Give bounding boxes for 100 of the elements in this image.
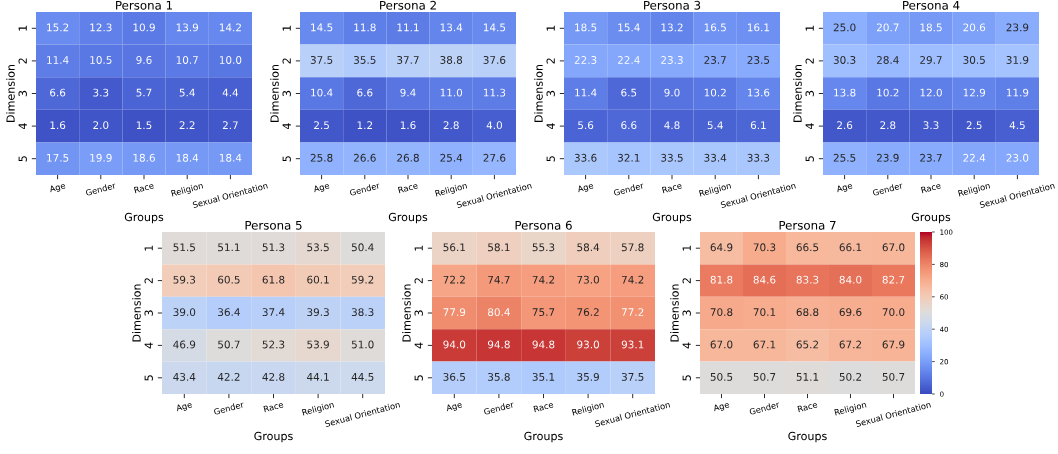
x-tick-label: Age xyxy=(312,182,330,194)
data-label: 2.7 xyxy=(222,121,238,129)
data-label: 20.7 xyxy=(876,23,899,32)
y-tick-label: 2 xyxy=(805,58,814,64)
data-label: 25.8 xyxy=(310,153,333,162)
data-label: 19.9 xyxy=(90,153,112,162)
data-label: 94.8 xyxy=(487,340,510,349)
data-label: 30.5 xyxy=(963,56,985,64)
y-tick-label: 5 xyxy=(144,375,153,381)
x-tick-label: Race xyxy=(533,401,554,413)
data-label: 64.9 xyxy=(710,243,733,252)
data-label: 46.9 xyxy=(173,340,196,349)
chart-title: Persona 4 xyxy=(903,0,960,10)
data-label: 23.9 xyxy=(876,153,899,162)
data-label: 44.5 xyxy=(351,373,374,381)
data-label: 5.7 xyxy=(136,88,152,97)
x-axis-title: Groups xyxy=(524,431,563,443)
data-label: 37.6 xyxy=(483,56,506,64)
data-label: 10.4 xyxy=(311,88,333,97)
data-label: 51.1 xyxy=(796,373,819,381)
x-tick-label: Gender xyxy=(213,400,245,415)
x-tick-label: Religion xyxy=(434,182,468,199)
x-tick-label: Race xyxy=(133,182,155,194)
data-label: 70.1 xyxy=(753,308,776,317)
y-tick-label: 3 xyxy=(282,90,291,97)
data-label: 29.7 xyxy=(920,56,942,64)
data-label: 51.1 xyxy=(218,243,240,252)
x-tick-label: Religion xyxy=(301,401,335,418)
data-label: 18.4 xyxy=(176,153,199,162)
data-label: 5.4 xyxy=(179,88,195,97)
y-axis-title: Dimension xyxy=(534,64,543,122)
data-label: 11.3 xyxy=(483,88,506,97)
data-label: 57.8 xyxy=(621,243,644,252)
y-tick-label: 3 xyxy=(18,90,27,97)
x-tick-label: Gender xyxy=(85,181,117,196)
data-label: 35.1 xyxy=(532,372,555,381)
data-label: 50.2 xyxy=(839,372,862,381)
data-label: 25.4 xyxy=(440,153,463,162)
data-label: 5.6 xyxy=(578,121,594,130)
data-label: 37.5 xyxy=(621,372,644,381)
data-label: 81.8 xyxy=(710,275,733,284)
x-tick-label: Race xyxy=(920,182,942,194)
data-label: 11.4 xyxy=(47,56,69,64)
data-label: 70.8 xyxy=(710,308,733,317)
data-label: 37.4 xyxy=(262,308,285,317)
data-label: 13.2 xyxy=(661,23,683,32)
data-label: 13.6 xyxy=(747,88,770,97)
y-tick-label: 4 xyxy=(144,342,153,349)
data-label: 9.6 xyxy=(136,56,152,64)
y-tick-label: 1 xyxy=(682,245,691,251)
data-label: 20.6 xyxy=(963,23,986,32)
chart-title: Persona 6 xyxy=(515,220,572,230)
data-label: 12.0 xyxy=(920,88,942,97)
x-tick-label: Race xyxy=(397,182,419,194)
data-label: 25.5 xyxy=(833,153,856,162)
x-tick-label: Age xyxy=(175,401,193,413)
data-label: 51.5 xyxy=(173,243,195,252)
chart-title: Persona 5 xyxy=(245,220,302,230)
data-label: 14.5 xyxy=(483,23,506,32)
data-label: 16.5 xyxy=(704,23,726,32)
data-label: 67.0 xyxy=(882,243,905,252)
data-label: 23.0 xyxy=(1006,153,1029,162)
data-label: 22.4 xyxy=(963,153,986,162)
data-label: 68.8 xyxy=(796,308,819,317)
data-label: 10.7 xyxy=(176,56,198,64)
x-tick-label: Religion xyxy=(170,182,204,199)
data-label: 12.9 xyxy=(963,88,986,97)
data-label: 58.1 xyxy=(488,243,510,252)
y-tick-label: 4 xyxy=(805,123,814,130)
y-tick-label: 2 xyxy=(682,278,691,284)
data-label: 18.4 xyxy=(219,153,242,162)
data-label: 30.3 xyxy=(833,56,856,64)
data-label: 2.5 xyxy=(966,121,982,130)
data-label: 17.5 xyxy=(47,153,69,162)
x-axis-title: Groups xyxy=(652,212,692,224)
y-tick-label: 1 xyxy=(18,25,27,31)
data-label: 18.5 xyxy=(920,23,942,32)
data-label: 18.6 xyxy=(133,153,155,162)
data-label: 23.9 xyxy=(1006,23,1029,32)
y-tick-label: 3 xyxy=(144,310,153,316)
y-tick-label: 5 xyxy=(805,156,814,162)
data-label: 59.3 xyxy=(173,275,196,284)
data-label: 6.6 xyxy=(50,88,66,97)
data-label: 6.6 xyxy=(357,88,373,97)
data-label: 33.6 xyxy=(574,153,597,162)
data-label: 2.5 xyxy=(314,121,329,130)
data-label: 43.4 xyxy=(173,372,196,381)
data-label: 14.5 xyxy=(311,23,333,32)
data-label: 39.3 xyxy=(307,308,329,317)
y-tick-label: 3 xyxy=(414,310,423,316)
data-label: 2.2 xyxy=(179,121,195,129)
x-tick-label: Religion xyxy=(834,401,867,418)
data-label: 39.0 xyxy=(173,308,196,317)
data-label: 74.2 xyxy=(621,275,644,284)
data-label: 9.0 xyxy=(664,88,680,97)
y-tick-label: 4 xyxy=(682,342,691,349)
x-tick-label: Religion xyxy=(698,182,732,199)
data-label: 33.4 xyxy=(704,153,727,162)
data-label: 11.8 xyxy=(354,23,376,32)
y-axis-title: Dimension xyxy=(132,284,141,342)
